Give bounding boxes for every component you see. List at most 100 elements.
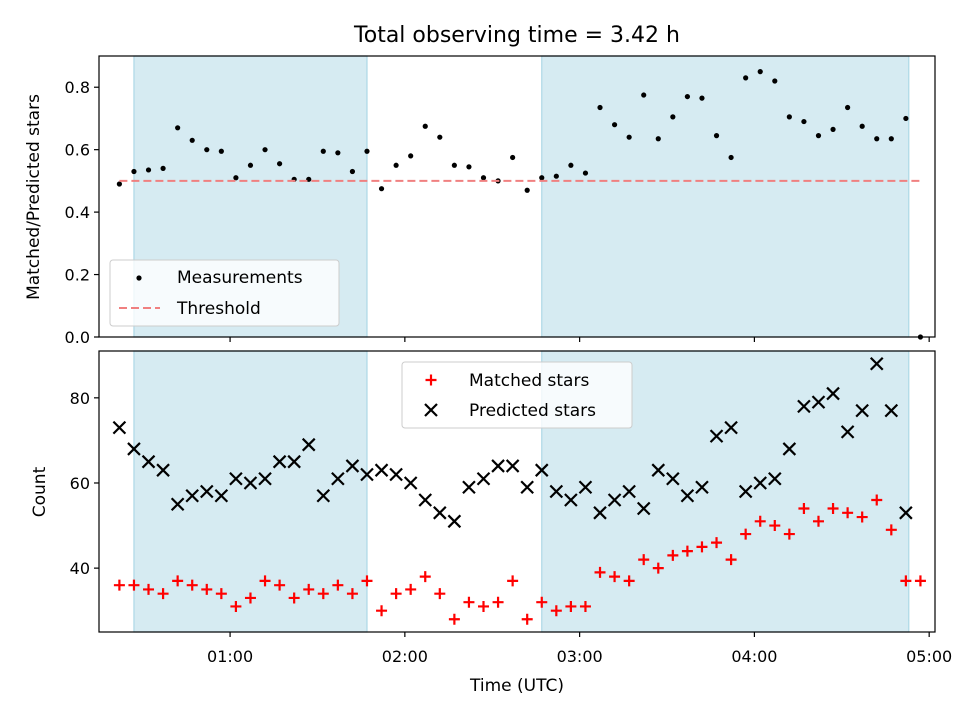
predicted-star-point	[782, 442, 797, 456]
predicted-star-point	[724, 420, 738, 435]
predicted-star-point	[112, 420, 127, 435]
predicted-star-point	[636, 501, 651, 516]
legend-label: Threshold	[176, 299, 261, 319]
matched-star-point	[303, 583, 315, 595]
predicted-star-point	[797, 399, 811, 414]
matched-star-point	[740, 528, 752, 540]
matched-star-point	[638, 554, 650, 566]
predicted-star-point	[345, 459, 360, 473]
predicted-star-point	[520, 480, 534, 495]
x-axis-label: Time (UTC)	[469, 676, 564, 696]
matched-star-point	[521, 613, 533, 625]
predicted-star-point	[884, 403, 899, 418]
measurement-point	[728, 154, 734, 161]
matched-star-point	[842, 507, 854, 519]
chart-title: Total observing time = 3.42 h	[353, 23, 680, 48]
measurement-point	[888, 136, 894, 142]
matched-star-point	[448, 613, 460, 625]
measurement-point	[845, 104, 851, 111]
legend-label: Matched stars	[469, 371, 589, 391]
matched-star-point	[754, 515, 766, 527]
measurement-point	[451, 162, 457, 168]
y-tick-label: 80	[70, 389, 90, 408]
measurement-point	[306, 176, 312, 182]
shaded-interval	[133, 350, 368, 633]
predicted-star-point	[680, 488, 695, 503]
matched-star-point	[478, 600, 490, 612]
matched-star-point	[769, 520, 781, 532]
matched-star-point	[128, 579, 140, 591]
measurement-point	[568, 162, 574, 168]
matched-star-point	[346, 588, 358, 600]
matched-star-point	[186, 579, 198, 591]
matched-star-point	[594, 566, 606, 578]
matched-star-point	[172, 575, 184, 587]
measurement-point	[408, 153, 414, 159]
legend-plus-icon	[425, 374, 437, 386]
matched-star-point	[623, 575, 635, 587]
measurement-point	[437, 134, 443, 140]
matched-star-point	[565, 600, 577, 612]
predicted-star-point	[709, 429, 724, 443]
predicted-star-point	[331, 471, 345, 486]
measurement-point	[815, 133, 822, 139]
predicted-star-point	[229, 471, 243, 486]
x-tick-label: 04:00	[731, 647, 777, 666]
predicted-star-point	[491, 459, 505, 473]
y-tick-label: 0.2	[65, 266, 90, 285]
measurement-point	[378, 186, 385, 192]
matched-star-point	[405, 583, 417, 595]
matched-star-point	[827, 503, 839, 515]
matched-star-point	[798, 503, 810, 515]
matched-star-point	[667, 549, 679, 561]
predicted-star-point	[301, 437, 316, 452]
predicted-star-point	[695, 480, 709, 495]
legend-label: Predicted stars	[469, 401, 596, 421]
measurement-point	[422, 123, 428, 129]
matched-star-point	[681, 545, 693, 557]
predicted-star-point	[447, 514, 462, 529]
legend-frame	[401, 361, 633, 429]
measurement-point	[801, 118, 807, 125]
x-tick-label: 01:00	[207, 647, 253, 666]
measurement-point	[393, 162, 399, 168]
measurement-point	[524, 187, 530, 193]
axes-frame	[98, 350, 936, 633]
predicted-star-point	[214, 488, 229, 503]
matched-star-point	[725, 554, 737, 566]
predicted-star-point	[826, 386, 840, 401]
bottom-axes: 40 60 80 01:00 02:00 03:00 04:00 05:00 Matched s…	[70, 350, 952, 666]
measurement-point	[466, 164, 472, 170]
predicted-star-point	[869, 356, 884, 371]
predicted-star-point	[768, 471, 782, 486]
y-tick-label: 60	[70, 474, 90, 493]
matched-star-point	[376, 605, 388, 617]
predicted-star-point	[389, 467, 403, 482]
measurement-point	[611, 122, 618, 128]
x-tick-label: 02:00	[382, 647, 428, 666]
predicted-star-point	[418, 493, 433, 507]
matched-star-point	[317, 588, 329, 600]
y-tick-label: 0.4	[65, 203, 90, 222]
matched-star-point	[711, 537, 723, 549]
measurement-point	[757, 69, 763, 75]
axes-frame	[98, 55, 936, 338]
predicted-star-point	[360, 467, 374, 482]
matched-star-point	[419, 571, 431, 583]
predicted-star-point	[170, 497, 185, 512]
predicted-star-point	[156, 463, 170, 477]
matched-star-point	[492, 596, 504, 608]
matched-star-point	[259, 575, 271, 587]
measurement-point	[553, 173, 559, 179]
matched-star-point	[157, 588, 169, 600]
legend-label: Measurements	[177, 268, 303, 288]
measurement-point	[364, 148, 370, 154]
measurement-point	[539, 175, 545, 181]
matched-star-point	[579, 600, 591, 612]
measurement-point	[859, 123, 865, 129]
matched-star-point	[507, 575, 519, 587]
predicted-star-point	[651, 463, 666, 477]
predicted-star-point	[840, 425, 855, 439]
matched-star-point	[536, 596, 548, 608]
matched-star-point	[288, 592, 300, 604]
